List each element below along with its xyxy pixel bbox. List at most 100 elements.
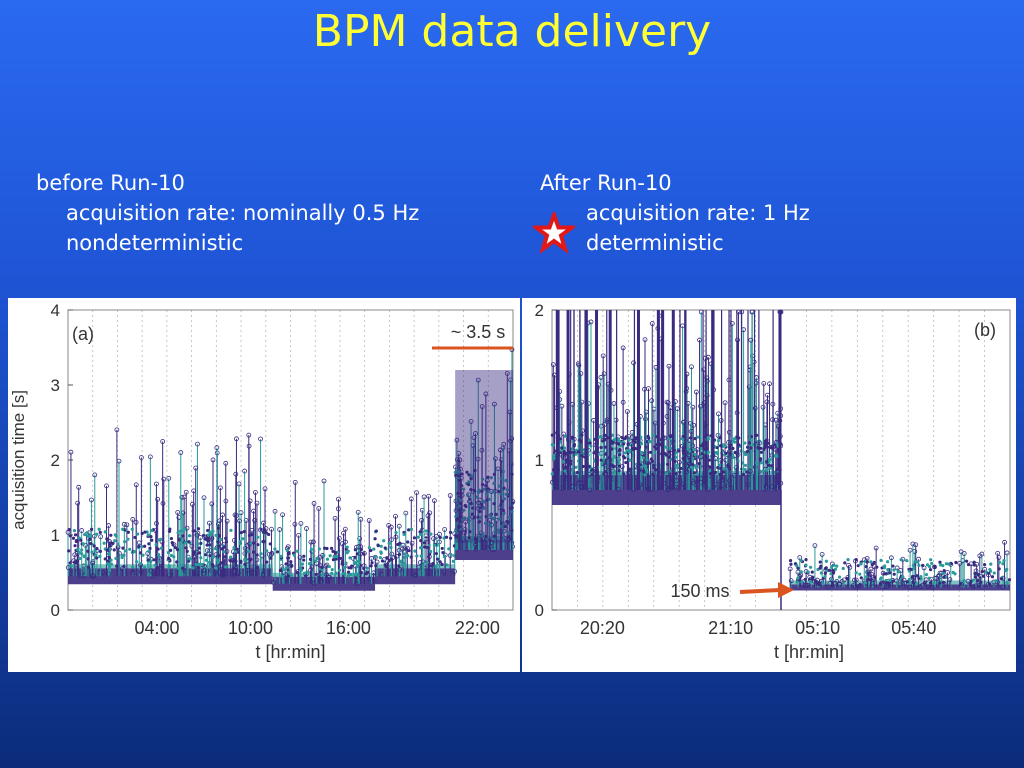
data-point: [589, 444, 593, 448]
data-point: [806, 570, 810, 574]
data-point: [315, 557, 319, 561]
data-point: [353, 560, 357, 565]
data-point: [988, 569, 993, 573]
data-point: [126, 537, 130, 541]
data-point: [295, 549, 300, 553]
data-point: [106, 559, 111, 563]
data-point: [973, 571, 977, 576]
data-point: [307, 562, 312, 566]
data-point: [217, 485, 223, 491]
data-point: [366, 570, 370, 574]
data-point: [220, 547, 224, 551]
data-point: [938, 560, 942, 564]
data-point: [197, 546, 201, 550]
data-point: [797, 555, 803, 561]
data-point: [863, 581, 868, 585]
data-point: [182, 527, 187, 531]
data-point: [335, 554, 339, 559]
data-point: [953, 572, 957, 576]
data-point: [378, 556, 383, 560]
data-point: [692, 471, 696, 475]
data-point: [620, 435, 624, 440]
data-point: [224, 518, 230, 524]
data-point: [68, 561, 72, 565]
data-point: [347, 566, 351, 570]
data-point: [716, 411, 721, 417]
data-point: [217, 554, 221, 558]
data-point: [642, 337, 648, 342]
data-point: [286, 574, 290, 578]
data-point: [894, 578, 900, 584]
data-point: [733, 440, 737, 444]
data-point: [72, 552, 78, 558]
data-point: [674, 406, 680, 412]
data-point: [454, 437, 460, 443]
data-point: [488, 513, 492, 517]
data-point: [1007, 578, 1012, 582]
data-point: [561, 460, 566, 464]
data-point: [628, 467, 632, 471]
data-point: [80, 552, 84, 556]
data-point: [664, 445, 668, 449]
data-point: [486, 475, 490, 479]
data-point: [575, 470, 579, 475]
slide-title: BPM data delivery: [312, 6, 712, 57]
data-point: [194, 562, 198, 566]
data-point: [80, 548, 84, 552]
data-point: [809, 565, 813, 569]
data-point: [808, 579, 812, 584]
data-point: [968, 582, 972, 586]
data-point: [833, 580, 838, 586]
data-point: [600, 462, 604, 466]
data-point: [664, 453, 669, 457]
data-point: [78, 556, 82, 561]
data-point: [469, 477, 473, 481]
data-point: [928, 568, 933, 572]
data-point: [812, 543, 818, 549]
data-point: [729, 321, 735, 326]
data-point: [214, 533, 218, 537]
data-point: [77, 550, 81, 555]
data-point: [722, 400, 728, 406]
data-point: [994, 579, 998, 583]
data-point: [402, 532, 406, 537]
data-point: [453, 464, 458, 470]
data-point: [602, 472, 606, 476]
data-point: [775, 454, 779, 459]
data-point: [693, 389, 699, 395]
data-point: [598, 375, 604, 380]
data-point: [510, 506, 514, 510]
data-point: [473, 431, 478, 436]
data-point: [269, 526, 274, 532]
data-point: [91, 533, 97, 539]
data-point: [480, 477, 485, 481]
data-point: [600, 353, 606, 359]
data-point: [841, 566, 845, 571]
data-point: [236, 570, 241, 576]
data-point: [193, 465, 199, 471]
data-point: [260, 571, 266, 577]
data-point: [90, 572, 96, 578]
data-point: [292, 553, 296, 557]
data-point: [212, 570, 218, 576]
data-point: [674, 451, 678, 455]
data-point: [192, 529, 196, 533]
data-point: [620, 345, 626, 351]
data-point: [209, 533, 213, 537]
data-point: [224, 536, 228, 540]
data-point: [233, 471, 239, 477]
data-point: [841, 577, 847, 583]
data-point: [552, 468, 556, 472]
data-point: [460, 472, 464, 476]
data-point: [204, 553, 208, 557]
data-point: [796, 566, 800, 570]
data-point: [357, 536, 363, 542]
data-point: [799, 558, 803, 563]
data-point: [279, 554, 283, 559]
data-point: [292, 479, 298, 485]
data-point: [612, 464, 616, 468]
data-point: [255, 565, 259, 569]
data-point: [478, 506, 482, 510]
y-tick-label: 3: [51, 376, 60, 395]
data-point: [664, 414, 670, 419]
